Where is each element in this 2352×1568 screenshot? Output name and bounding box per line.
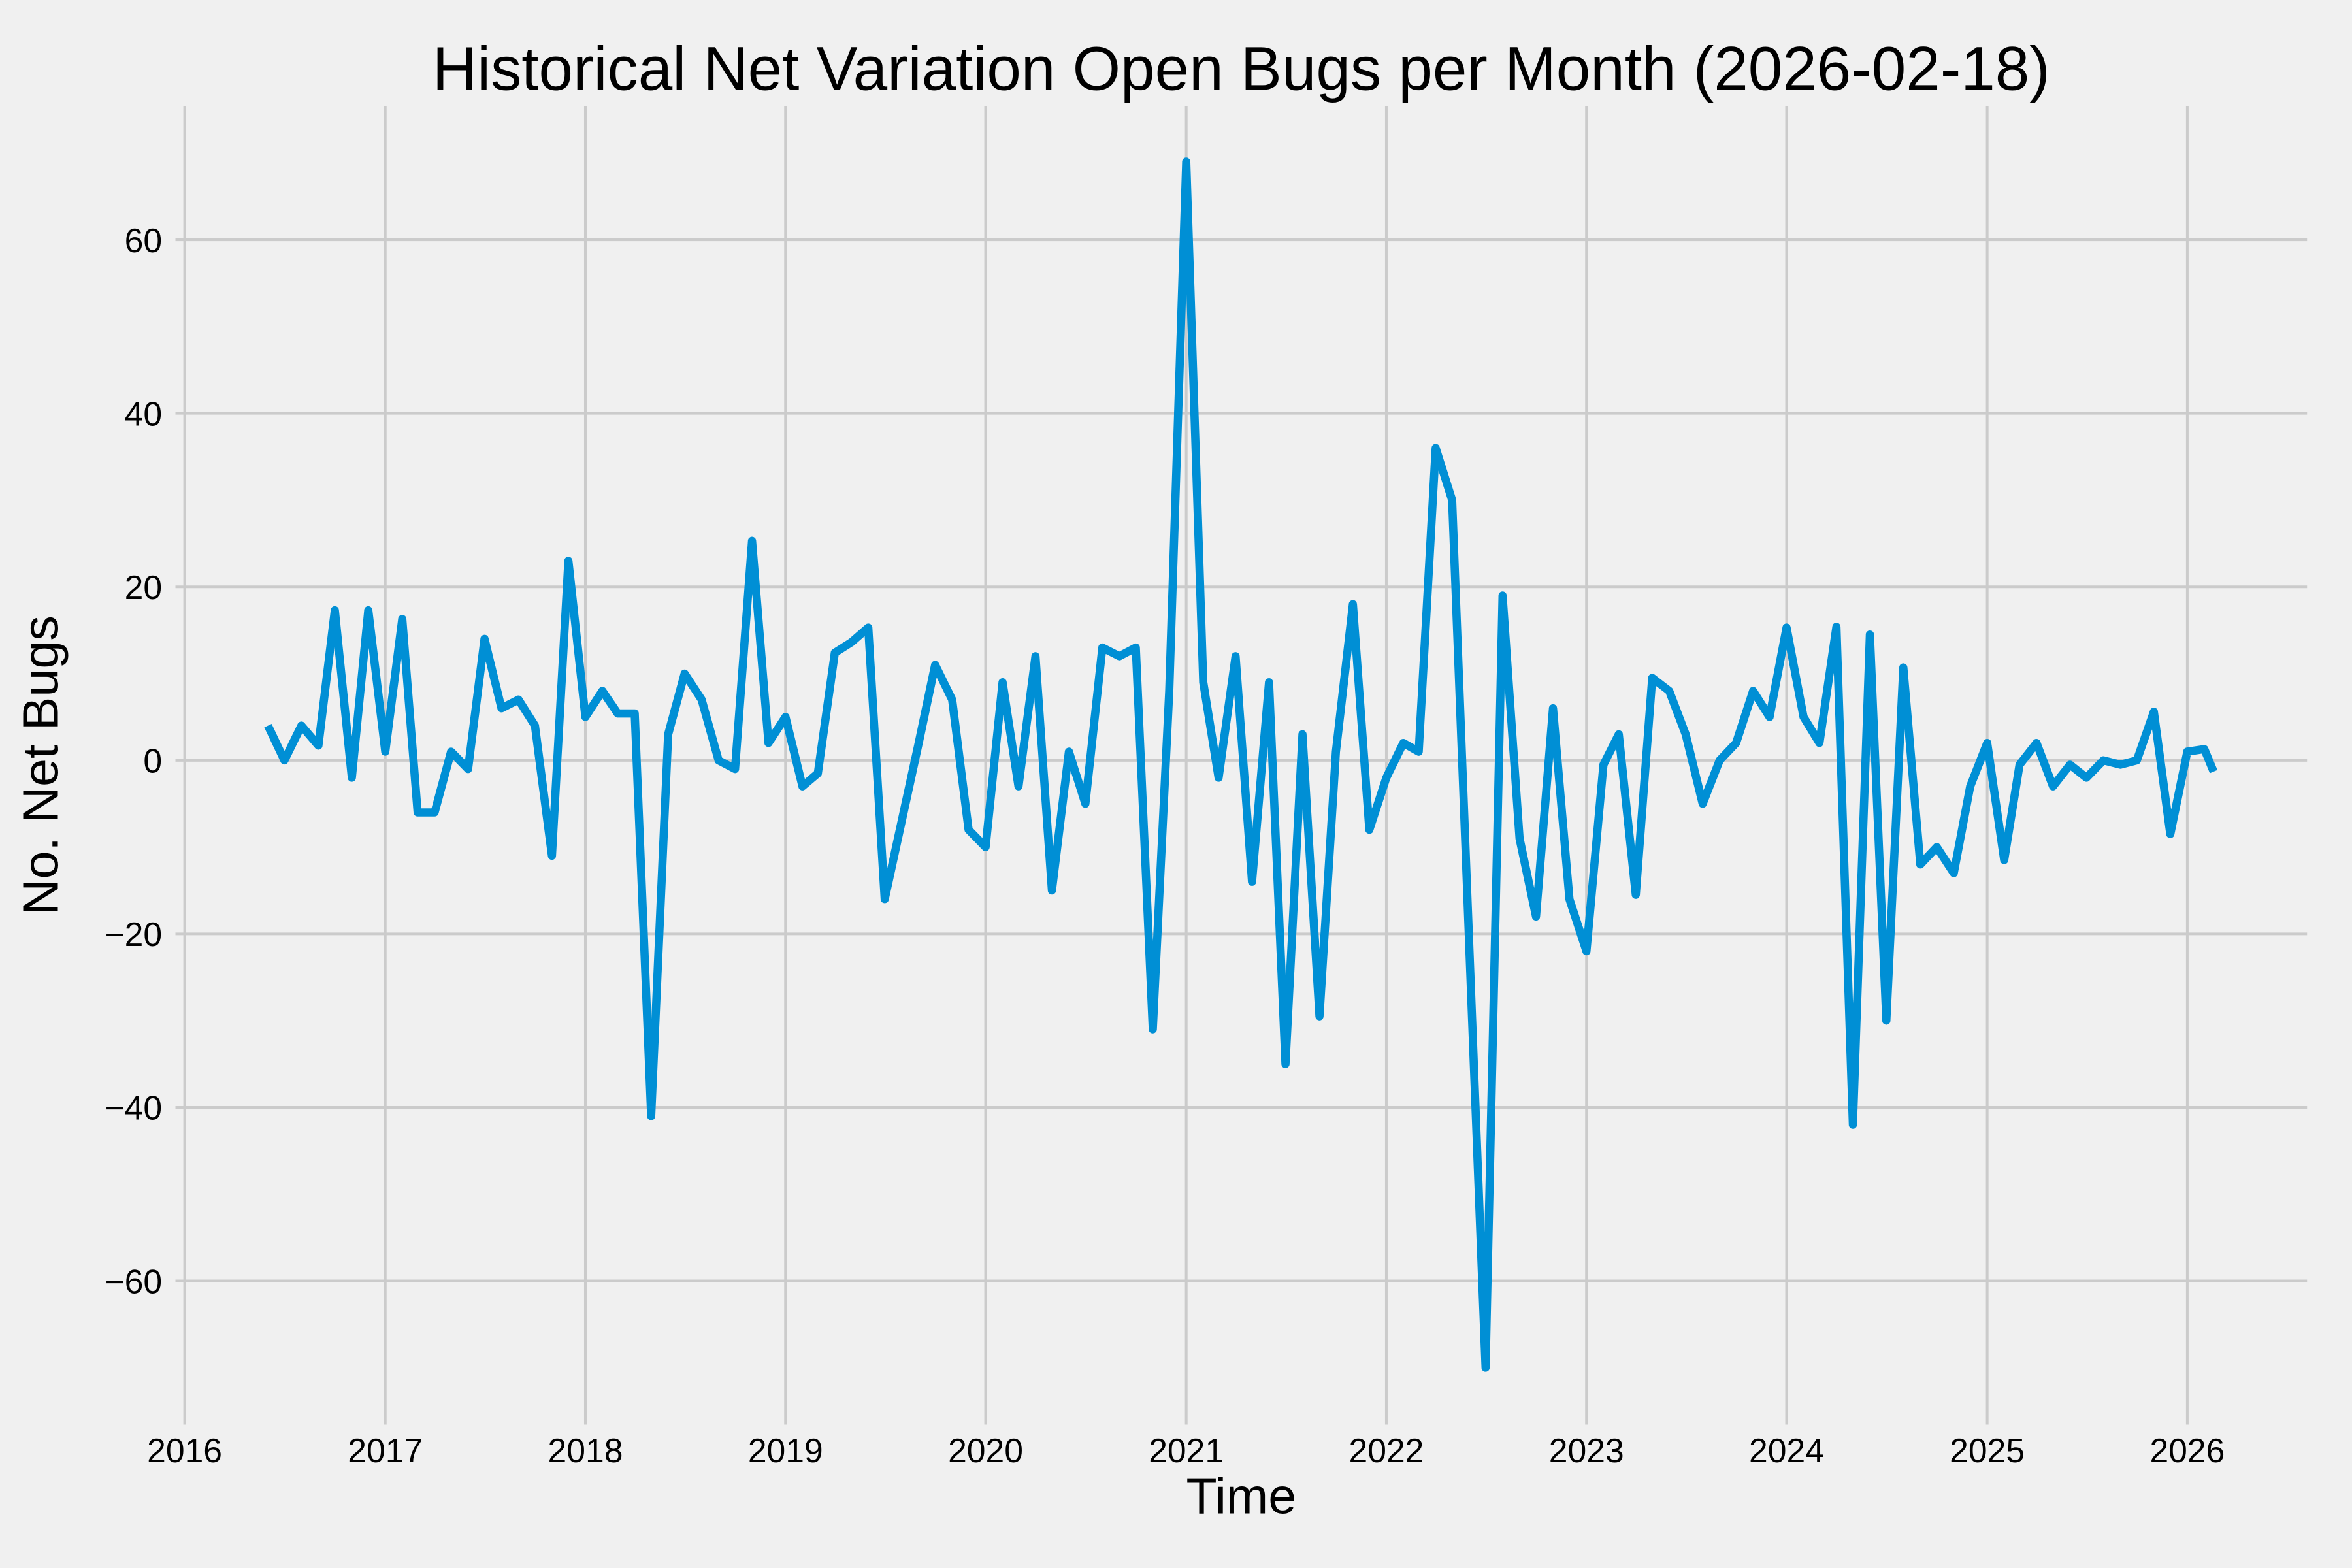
- svg-text:2024: 2024: [1749, 1431, 1824, 1469]
- svg-text:0: 0: [143, 742, 162, 780]
- svg-text:2022: 2022: [1348, 1431, 1424, 1469]
- svg-text:2020: 2020: [948, 1431, 1023, 1469]
- svg-text:2017: 2017: [348, 1431, 423, 1469]
- svg-text:20: 20: [125, 568, 162, 606]
- svg-text:2021: 2021: [1149, 1431, 1224, 1469]
- svg-text:2026: 2026: [2149, 1431, 2225, 1469]
- svg-text:2016: 2016: [147, 1431, 222, 1469]
- svg-text:Historical Net Variation Open: Historical Net Variation Open Bugs per M…: [433, 35, 2050, 103]
- svg-text:−20: −20: [105, 915, 162, 953]
- svg-text:−60: −60: [105, 1262, 162, 1300]
- svg-text:40: 40: [125, 395, 162, 433]
- svg-text:2019: 2019: [748, 1431, 823, 1469]
- svg-text:2023: 2023: [1549, 1431, 1624, 1469]
- svg-text:−40: −40: [105, 1089, 162, 1127]
- svg-text:2025: 2025: [1950, 1431, 2025, 1469]
- svg-text:60: 60: [125, 221, 162, 259]
- svg-text:2018: 2018: [548, 1431, 623, 1469]
- svg-text:Time: Time: [1186, 1469, 1296, 1525]
- svg-text:No. Net Bugs: No. Net Bugs: [12, 615, 69, 915]
